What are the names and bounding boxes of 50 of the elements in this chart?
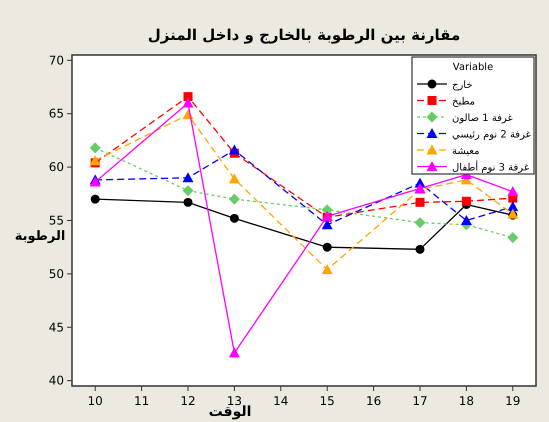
- y-tick-label: 60: [48, 160, 64, 174]
- x-tick-label: 11: [134, 394, 150, 408]
- y-tick-label: 45: [48, 320, 64, 334]
- point: [322, 219, 333, 230]
- y-tick-label: 70: [48, 53, 64, 68]
- y-tick-label: 50: [48, 266, 64, 281]
- x-tick-label: 18: [458, 394, 474, 408]
- point: [416, 198, 424, 207]
- y-axis-title: الرطوبة: [14, 229, 66, 244]
- x-tick-label: 12: [180, 394, 196, 408]
- point: [460, 215, 472, 225]
- point: [184, 92, 192, 102]
- x-tick-label: 10: [88, 394, 103, 408]
- point: [228, 194, 240, 205]
- point: [322, 242, 332, 252]
- point: [182, 98, 194, 108]
- point: [507, 232, 518, 244]
- point: [90, 155, 101, 166]
- point: [184, 198, 192, 207]
- point: [414, 217, 426, 228]
- point: [507, 186, 518, 196]
- point: [228, 144, 240, 155]
- legend-label: غرفة 2 نوم رئيسي: [452, 130, 531, 140]
- x-tick-label: 16: [366, 394, 382, 408]
- legend-label: غرفة 1 صالون: [452, 113, 513, 124]
- x-tick-label: 14: [273, 394, 288, 408]
- legend-label: غرفة 3 نوم أطفال: [452, 160, 530, 174]
- point: [416, 244, 424, 254]
- point: [90, 142, 101, 154]
- point: [90, 176, 101, 187]
- chart-title: مقارنة بين الرطوبة بالخارج و داخل المنزل: [148, 26, 460, 44]
- point: [182, 185, 194, 196]
- point: [228, 347, 240, 358]
- y-tick-label: 65: [48, 106, 64, 121]
- point: [462, 196, 471, 206]
- point: [230, 214, 239, 223]
- point: [228, 173, 240, 184]
- x-tick-label: 19: [505, 394, 520, 408]
- point: [90, 194, 100, 204]
- legend-label: معيشة: [452, 146, 480, 157]
- legend-title: Variable: [452, 62, 494, 73]
- point: [507, 201, 518, 212]
- legend-label: مطبخ: [452, 96, 476, 108]
- x-tick-label: 15: [320, 394, 335, 408]
- y-tick-label: 55: [48, 214, 64, 228]
- point: [182, 172, 194, 182]
- x-tick-label: 17: [412, 394, 428, 408]
- point: [322, 264, 333, 274]
- legend-label: خارج: [452, 80, 473, 91]
- y-tick-label: 40: [48, 374, 64, 388]
